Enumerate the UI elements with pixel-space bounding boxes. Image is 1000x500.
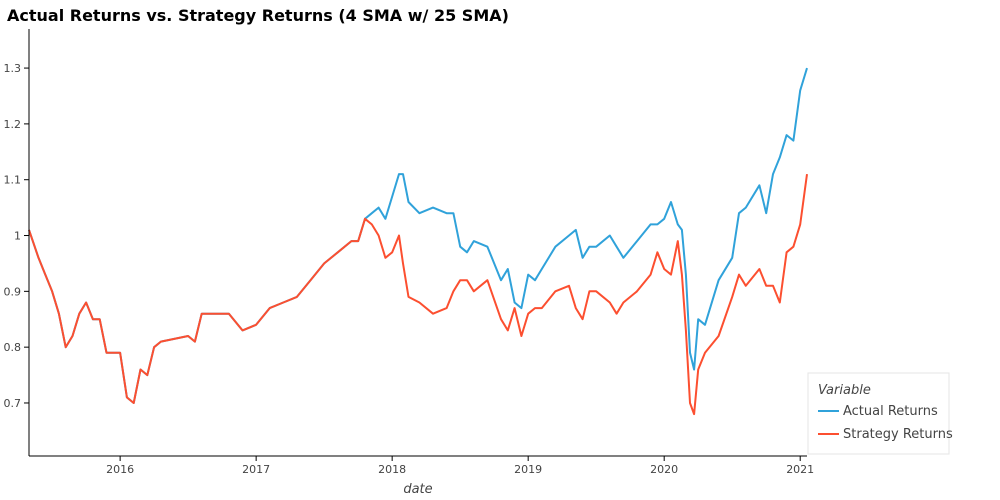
x-ticks: 2016 2017 2018 2019 2020 2021	[106, 456, 814, 476]
legend: Variable Actual Returns Strategy Returns	[807, 372, 953, 455]
legend-title: Variable	[818, 383, 871, 398]
y-tick-label: 1.3	[4, 62, 22, 75]
series-lines	[28, 67, 808, 416]
x-tick-label: 2020	[650, 463, 678, 476]
y-tick-label: 0.9	[4, 285, 22, 298]
x-axis-label: date	[403, 482, 432, 497]
x-tick-label: 2017	[242, 463, 270, 476]
y-ticks: 0.7 0.8 0.9 1 1.1 1.2 1.3	[4, 62, 29, 410]
x-tick-label: 2021	[786, 463, 814, 476]
chart-title: Actual Returns vs. Strategy Returns (4 S…	[7, 6, 509, 25]
legend-label-strategy-returns: Strategy Returns	[843, 427, 953, 442]
legend-label-actual-returns: Actual Returns	[843, 404, 938, 419]
y-tick-label: 1.2	[4, 118, 22, 131]
x-tick-label: 2016	[106, 463, 134, 476]
y-tick-label: 1	[14, 230, 21, 243]
y-tick-label: 1.1	[4, 174, 22, 187]
x-tick-label: 2018	[378, 463, 406, 476]
y-tick-label: 0.8	[4, 341, 22, 354]
legend-box	[807, 372, 950, 455]
x-tick-label: 2019	[514, 463, 542, 476]
series-line-strategy-returns	[28, 173, 808, 416]
y-tick-label: 0.7	[4, 397, 22, 410]
